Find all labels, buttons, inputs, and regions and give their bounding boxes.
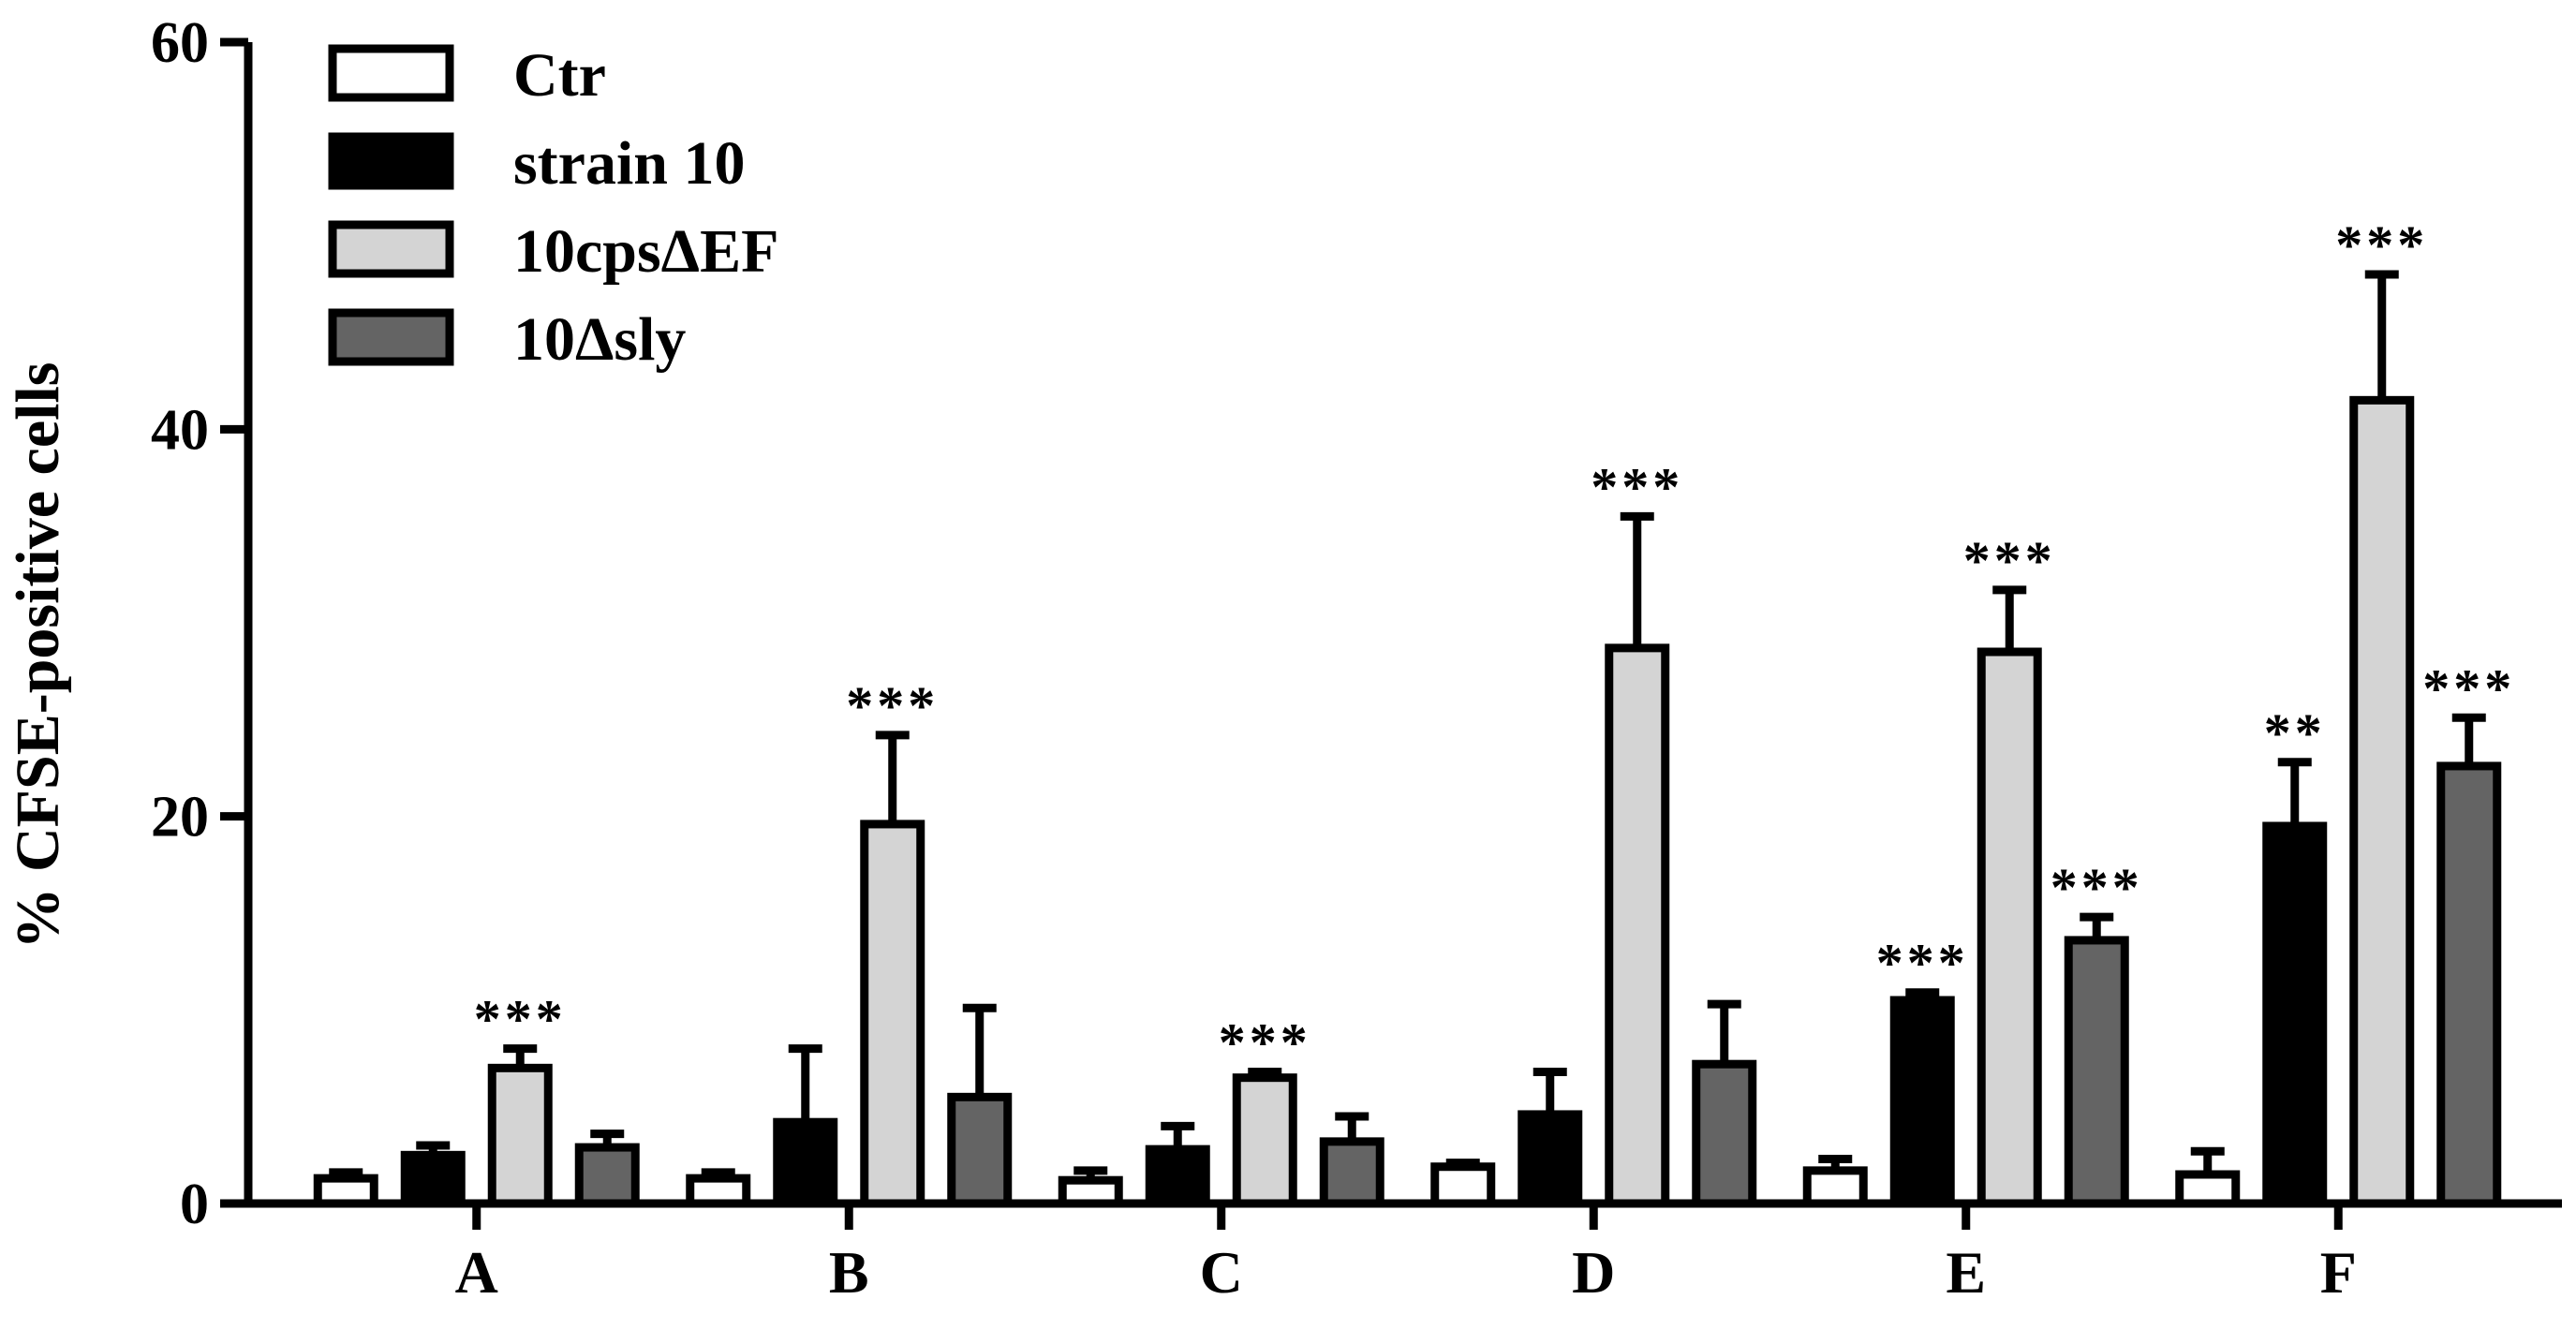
y-ticks: 0 20 40 60: [151, 11, 248, 1236]
significance-E-3: ***: [2050, 857, 2143, 918]
bar-E-1: [1889, 996, 1955, 1208]
bars-layer: [313, 395, 2502, 1208]
bar-F-1: [2262, 821, 2328, 1208]
y-tick-label: 40: [151, 398, 209, 462]
bar-D-0: [1430, 1162, 1496, 1208]
bar-E-0: [1802, 1166, 1868, 1208]
bar-A-2: [487, 1063, 553, 1208]
bar-D-2: [1605, 643, 1670, 1208]
legend-label-1: strain 10: [513, 129, 746, 198]
x-tick-label-E: E: [1946, 1239, 1986, 1306]
y-tick-label: 60: [151, 11, 209, 75]
legend-swatch-3: [328, 308, 454, 366]
y-tick-label: 20: [151, 786, 209, 849]
plot-area: *****************************: [313, 214, 2515, 1208]
bar-F-2: [2349, 395, 2415, 1208]
bar-A-1: [400, 1150, 466, 1208]
error-bars-layer: [329, 270, 2486, 1181]
bar-B-2: [860, 820, 925, 1208]
bar-D-3: [1692, 1059, 1757, 1208]
x-tick-label-C: C: [1200, 1239, 1243, 1306]
bar-E-2: [1976, 647, 2042, 1208]
legend-swatch-2: [328, 220, 454, 278]
x-ticks: A B C D E F: [455, 1203, 2357, 1306]
bar-B-1: [773, 1117, 838, 1208]
legend-label-0: Ctr: [513, 41, 606, 110]
bar-C-1: [1145, 1144, 1210, 1208]
bar-A-3: [574, 1143, 640, 1208]
significance-E-2: ***: [1963, 530, 2056, 591]
significance-B-2: ***: [846, 675, 939, 736]
bar-B-3: [947, 1092, 1013, 1208]
x-tick-label-A: A: [455, 1239, 498, 1306]
x-tick-label-F: F: [2320, 1239, 2357, 1306]
legend-swatch-0: [328, 44, 454, 102]
x-tick-label-B: B: [829, 1239, 869, 1306]
significance-F-2: ***: [2335, 214, 2428, 275]
bar-E-3: [2064, 936, 2129, 1208]
axes: 0 20 40 60 A B C D E F: [151, 11, 2562, 1306]
significance-A-2: ***: [474, 989, 567, 1050]
bar-D-1: [1517, 1110, 1583, 1208]
y-axis-label: % CFSE-positive cells: [4, 362, 72, 950]
significance-C-2: ***: [1219, 1012, 1311, 1072]
significance-D-2: ***: [1591, 456, 1683, 517]
significance-E-1: ***: [1876, 933, 1969, 994]
significance-F-1: **: [2264, 702, 2326, 763]
legend-label-3: 10Δsly: [513, 305, 686, 374]
x-tick-label-D: D: [1572, 1239, 1615, 1306]
significance-layer: *****************************: [474, 214, 2515, 1072]
legend-label-2: 10cpsΔEF: [513, 217, 778, 286]
y-tick-label: 0: [180, 1173, 209, 1236]
legend: Ctr strain 10 10cpsΔEF 10Δsly: [328, 41, 778, 374]
bar-C-2: [1232, 1073, 1297, 1208]
significance-F-3: ***: [2422, 657, 2515, 718]
legend-swatch-1: [328, 132, 454, 190]
bar-C-3: [1319, 1137, 1384, 1208]
bar-F-0: [2175, 1170, 2241, 1208]
bar-F-3: [2436, 761, 2502, 1208]
